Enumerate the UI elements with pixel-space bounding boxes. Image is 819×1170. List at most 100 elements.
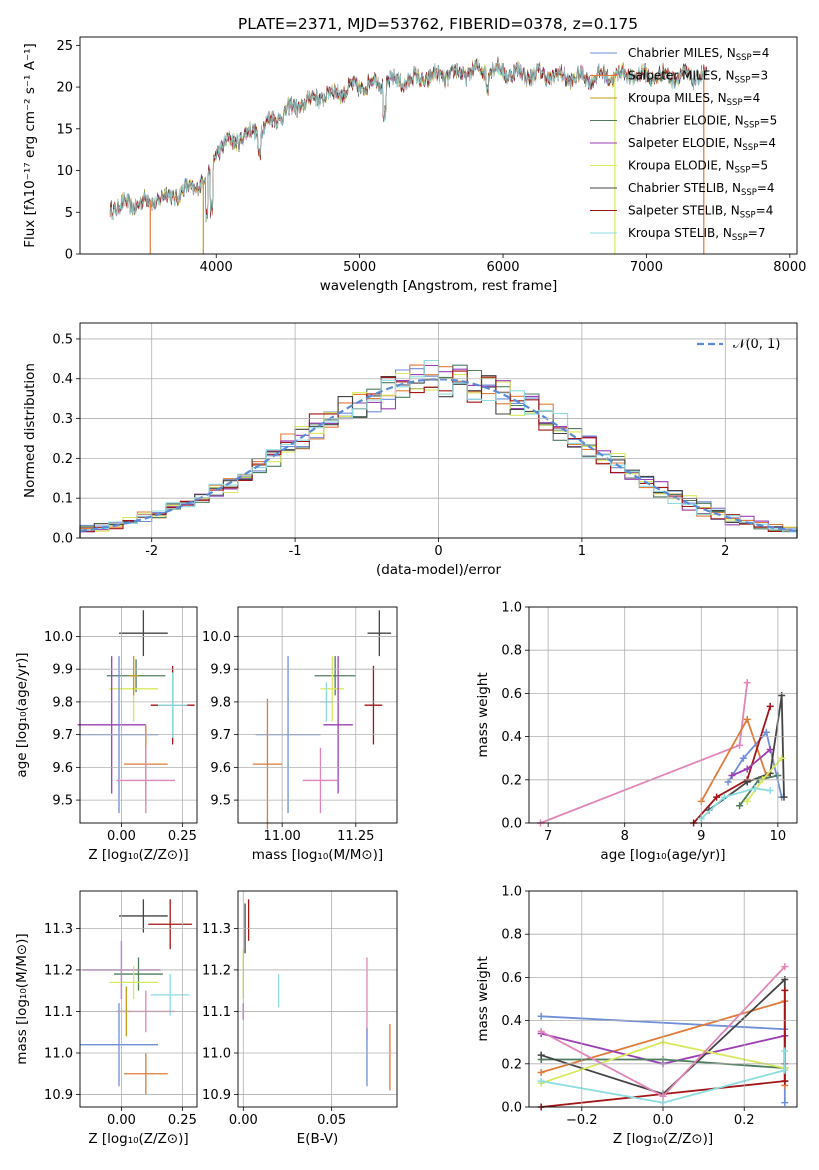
y-tick-label: 9.6 <box>52 761 73 776</box>
legend-entry: Salpeter STELIB, NSSP=4 <box>628 204 773 221</box>
y-axis-label: age [log₁₀(age/yr)] <box>14 652 30 777</box>
data-point-marker <box>781 1066 789 1074</box>
x-tick-label: 5000 <box>343 260 376 275</box>
legend-entry: Chabrier STELIB, NSSP=4 <box>628 181 775 198</box>
legend-tail: =4 <box>756 204 774 218</box>
spectrum-axes: 4000 5000 6000 7000 8000 0 5 10 15 20 25 wavelength… <box>22 36 806 294</box>
mass-vs-z-axes: 0.00 0.25 10.9 11.0 11.1 11.2 11.3 Z [log₁₀(Z/Z… <box>14 890 198 1147</box>
y-tick-label: 11.0 <box>44 1047 73 1062</box>
y-tick-label: 20 <box>56 81 73 96</box>
x-tick-label: 0.25 <box>168 1113 197 1128</box>
data-point-marker <box>537 1051 545 1059</box>
y-tick-label: 25 <box>56 39 73 54</box>
series-line <box>692 706 772 824</box>
x-tick-label: -1 <box>289 544 302 559</box>
x-tick-label: 7 <box>544 829 552 844</box>
y-tick-label: 0.8 <box>501 928 522 943</box>
data-point-marker <box>743 765 751 773</box>
series-line <box>541 1050 786 1104</box>
legend-text: Salpeter STELIB, N <box>628 204 740 218</box>
legend-sub: SSP <box>735 76 751 86</box>
axes-frame <box>237 606 398 824</box>
x-tick-label: 6000 <box>486 260 519 275</box>
x-tick-label: 0.00 <box>107 1113 136 1128</box>
y-tick-label: 0.4 <box>501 730 522 745</box>
x-tick-label: 8000 <box>773 260 806 275</box>
x-axis-label: wavelength [Angstrom, rest frame] <box>320 278 558 294</box>
x-tick-label: 0.2 <box>734 1113 755 1128</box>
legend-text: Kroupa ELODIE, N <box>628 159 735 173</box>
legend-entry: 𝒩(0, 1) <box>733 337 780 352</box>
series-line <box>540 682 749 824</box>
axes-frame <box>79 36 798 255</box>
y-tick-label: 0.5 <box>52 332 73 347</box>
x-axis-label: mass [log₁₀(M/M⊙)] <box>252 847 383 863</box>
data-point-marker <box>780 793 788 801</box>
y-tick-label: 0.4 <box>501 1014 522 1029</box>
y-tick-label: 9.5 <box>210 794 231 809</box>
x-tick-label: 0.05 <box>317 1113 346 1128</box>
data-point-marker <box>743 797 751 805</box>
data-point-marker <box>743 715 751 723</box>
y-tick-label: 0.0 <box>501 817 522 832</box>
legend-sub: SSP <box>742 143 758 153</box>
y-tick-label: 9.5 <box>52 794 73 809</box>
series-line <box>727 730 783 798</box>
legend-sub: SSP <box>732 233 748 243</box>
mass-weight-vs-z-axes: −0.2 0.0 0.2 0.0 0.2 0.4 0.6 0.8 1.0 Z [log₁₀(Z/Z… <box>475 885 798 1147</box>
legend-tail: =5 <box>760 114 778 128</box>
x-axis-label: E(B-V) <box>297 1131 339 1147</box>
legend-text: Chabrier STELIB, N <box>628 181 741 195</box>
legend-entry: Chabrier ELODIE, NSSP=5 <box>628 114 777 131</box>
spectrum-line <box>109 57 707 220</box>
y-tick-label: 11.2 <box>202 963 231 978</box>
mass-vs-ebv-panel <box>242 899 391 1091</box>
y-tick-label: 9.9 <box>210 663 231 678</box>
legend-tail: =4 <box>743 91 761 105</box>
y-tick-label: 11.0 <box>202 1047 231 1062</box>
residuals-axes: -2 -1 0 1 2 0.0 0.1 0.2 0.3 0.4 0.5 (data-model)/er… <box>22 322 798 578</box>
data-point-marker <box>537 1077 545 1085</box>
legend-sub: SSP <box>744 121 760 131</box>
y-tick-label: 0.3 <box>52 412 73 427</box>
y-tick-label: 0.6 <box>501 687 522 702</box>
x-tick-label: 11.25 <box>337 829 374 844</box>
y-tick-label: 10.9 <box>44 1088 73 1103</box>
figure-title: PLATE=2371, MJD=53762, FIBERID=0378, z=0… <box>238 15 638 33</box>
legend-text: Chabrier ELODIE, N <box>628 114 744 128</box>
y-tick-label: 9.9 <box>52 663 73 678</box>
y-tick-label: 0.2 <box>501 773 522 788</box>
legend-entry: Kroupa ELODIE, NSSP=5 <box>628 159 768 176</box>
legend-tail: =7 <box>748 226 766 240</box>
y-axis-label: mass weight <box>475 672 491 757</box>
data-point-marker <box>720 793 728 801</box>
axes-frame <box>237 890 398 1108</box>
y-tick-label: 0.1 <box>52 492 73 507</box>
y-tick-label: 10.0 <box>202 630 231 645</box>
axes-frame <box>79 890 198 1108</box>
data-point-marker <box>537 1012 545 1020</box>
y-tick-label: 0.6 <box>501 971 522 986</box>
age-vs-z-panel <box>77 610 195 814</box>
legend-text: Salpeter ELODIE, N <box>628 136 742 150</box>
x-tick-label: 8 <box>621 829 629 844</box>
legend-sub: SSP <box>735 166 751 176</box>
y-axis-label: Flux [fλ10⁻¹⁷ erg cm⁻² s⁻¹ A⁻¹] <box>22 43 38 248</box>
spectrum-line <box>109 61 707 221</box>
y-tick-label: 11.3 <box>202 922 231 937</box>
spectrum-line <box>109 57 707 222</box>
mass-weight-vs-age-panel <box>536 679 788 827</box>
y-tick-label: 9.7 <box>52 728 73 743</box>
legend-sub: SSP <box>727 98 743 108</box>
age-vs-mass-panel <box>252 610 392 830</box>
y-tick-label: 9.7 <box>210 728 231 743</box>
data-point-marker <box>736 741 744 749</box>
x-tick-label: 7000 <box>630 260 663 275</box>
x-tick-label: 10 <box>770 829 787 844</box>
data-point-marker <box>781 986 789 994</box>
y-axis-label: mass weight <box>475 956 491 1041</box>
y-tick-label: 10.9 <box>202 1088 231 1103</box>
legend-tail: =5 <box>750 159 768 173</box>
